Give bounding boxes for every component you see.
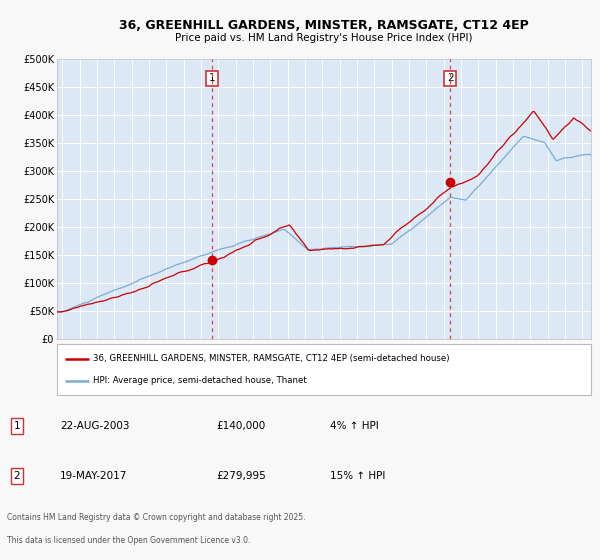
Text: 36, GREENHILL GARDENS, MINSTER, RAMSGATE, CT12 4EP: 36, GREENHILL GARDENS, MINSTER, RAMSGATE… [119, 18, 529, 32]
Text: 2: 2 [13, 471, 20, 481]
Text: 1: 1 [13, 421, 20, 431]
Text: HPI: Average price, semi-detached house, Thanet: HPI: Average price, semi-detached house,… [94, 376, 307, 385]
Text: Price paid vs. HM Land Registry's House Price Index (HPI): Price paid vs. HM Land Registry's House … [175, 32, 473, 43]
Text: 22-AUG-2003: 22-AUG-2003 [60, 421, 130, 431]
Text: Contains HM Land Registry data © Crown copyright and database right 2025.: Contains HM Land Registry data © Crown c… [7, 514, 306, 522]
Text: 1: 1 [209, 73, 215, 83]
Text: This data is licensed under the Open Government Licence v3.0.: This data is licensed under the Open Gov… [7, 536, 251, 545]
Text: 19-MAY-2017: 19-MAY-2017 [60, 471, 127, 481]
Text: £140,000: £140,000 [216, 421, 265, 431]
Text: £279,995: £279,995 [216, 471, 266, 481]
Text: 36, GREENHILL GARDENS, MINSTER, RAMSGATE, CT12 4EP (semi-detached house): 36, GREENHILL GARDENS, MINSTER, RAMSGATE… [94, 354, 450, 363]
Text: 4% ↑ HPI: 4% ↑ HPI [330, 421, 379, 431]
Text: 2: 2 [447, 73, 454, 83]
Text: 15% ↑ HPI: 15% ↑ HPI [330, 471, 385, 481]
